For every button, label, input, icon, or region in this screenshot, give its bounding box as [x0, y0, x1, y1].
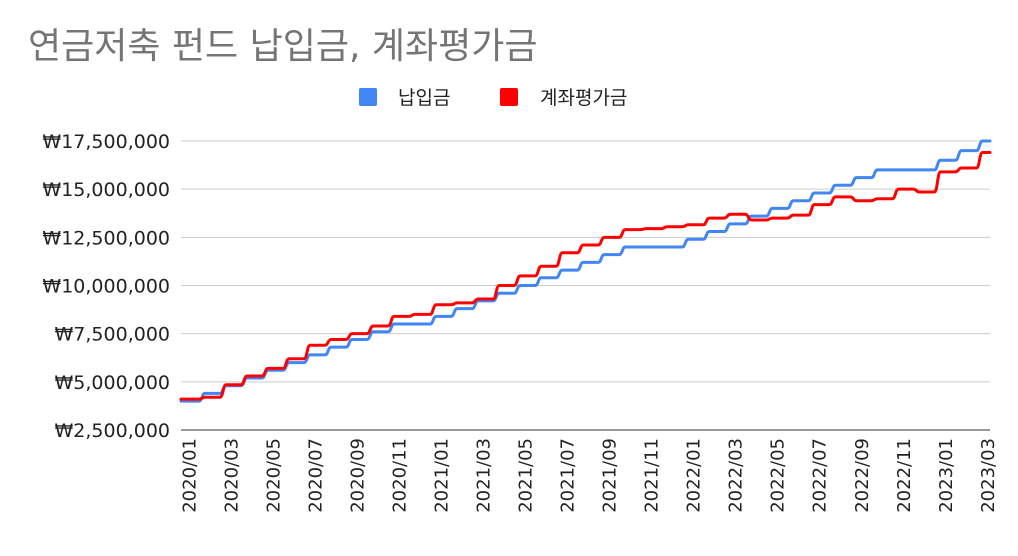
- x-tick-label: 2020/05: [263, 438, 284, 513]
- x-tick-label: 2022/07: [810, 438, 831, 513]
- x-tick-label: 2021/03: [474, 438, 495, 513]
- y-tick-label: ₩2,500,000: [55, 420, 170, 442]
- x-tick-label: 2020/11: [389, 438, 410, 513]
- legend-label-deposit: 납입금: [398, 87, 450, 109]
- series-line-valuation: [179, 151, 992, 401]
- x-tick-label: 2020/09: [347, 438, 368, 513]
- gridlines: [181, 140, 990, 431]
- y-tick-label: ₩10,000,000: [42, 276, 170, 298]
- x-tick-label: 2022/01: [684, 438, 705, 513]
- x-tick-label: 2021/07: [558, 438, 579, 513]
- series-line-deposit: [179, 139, 992, 403]
- y-axis-ticks: ₩2,500,000 ₩5,000,000 ₩7,500,000 ₩10,000,00…: [42, 131, 170, 442]
- x-tick-label: 2023/01: [936, 438, 957, 513]
- legend-swatch-valuation: [500, 88, 518, 106]
- y-tick-label: ₩15,000,000: [42, 179, 170, 201]
- legend-swatch-deposit: [359, 88, 377, 106]
- y-tick-label: ₩7,500,000: [55, 324, 170, 346]
- y-tick-label: ₩17,500,000: [42, 131, 170, 153]
- legend: 납입금 계좌평가금: [359, 87, 627, 109]
- y-tick-label: ₩12,500,000: [42, 227, 170, 249]
- x-tick-label: 2020/07: [305, 438, 326, 513]
- x-tick-label: 2022/03: [726, 438, 747, 513]
- legend-label-valuation: 계좌평가금: [540, 87, 627, 109]
- x-tick-label: 2022/11: [894, 438, 915, 513]
- x-tick-label: 2022/05: [768, 438, 789, 513]
- y-tick-label: ₩5,000,000: [55, 372, 170, 394]
- x-tick-label: 2023/03: [978, 438, 999, 513]
- series-lines: [179, 139, 992, 403]
- x-tick-label: 2021/05: [516, 438, 537, 513]
- x-tick-label: 2021/09: [600, 438, 621, 513]
- x-tick-label: 2021/01: [432, 438, 453, 513]
- chart-title: 연금저축 펀드 납입금, 계좌평가금: [28, 26, 537, 67]
- x-axis-ticks: 2020/01 2020/03 2020/05 2020/07 2020/09 2020/…: [179, 438, 998, 513]
- x-tick-label: 2021/11: [642, 438, 663, 513]
- x-tick-label: 2020/03: [221, 438, 242, 513]
- x-tick-label: 2020/01: [179, 438, 200, 513]
- x-tick-label: 2022/09: [852, 438, 873, 513]
